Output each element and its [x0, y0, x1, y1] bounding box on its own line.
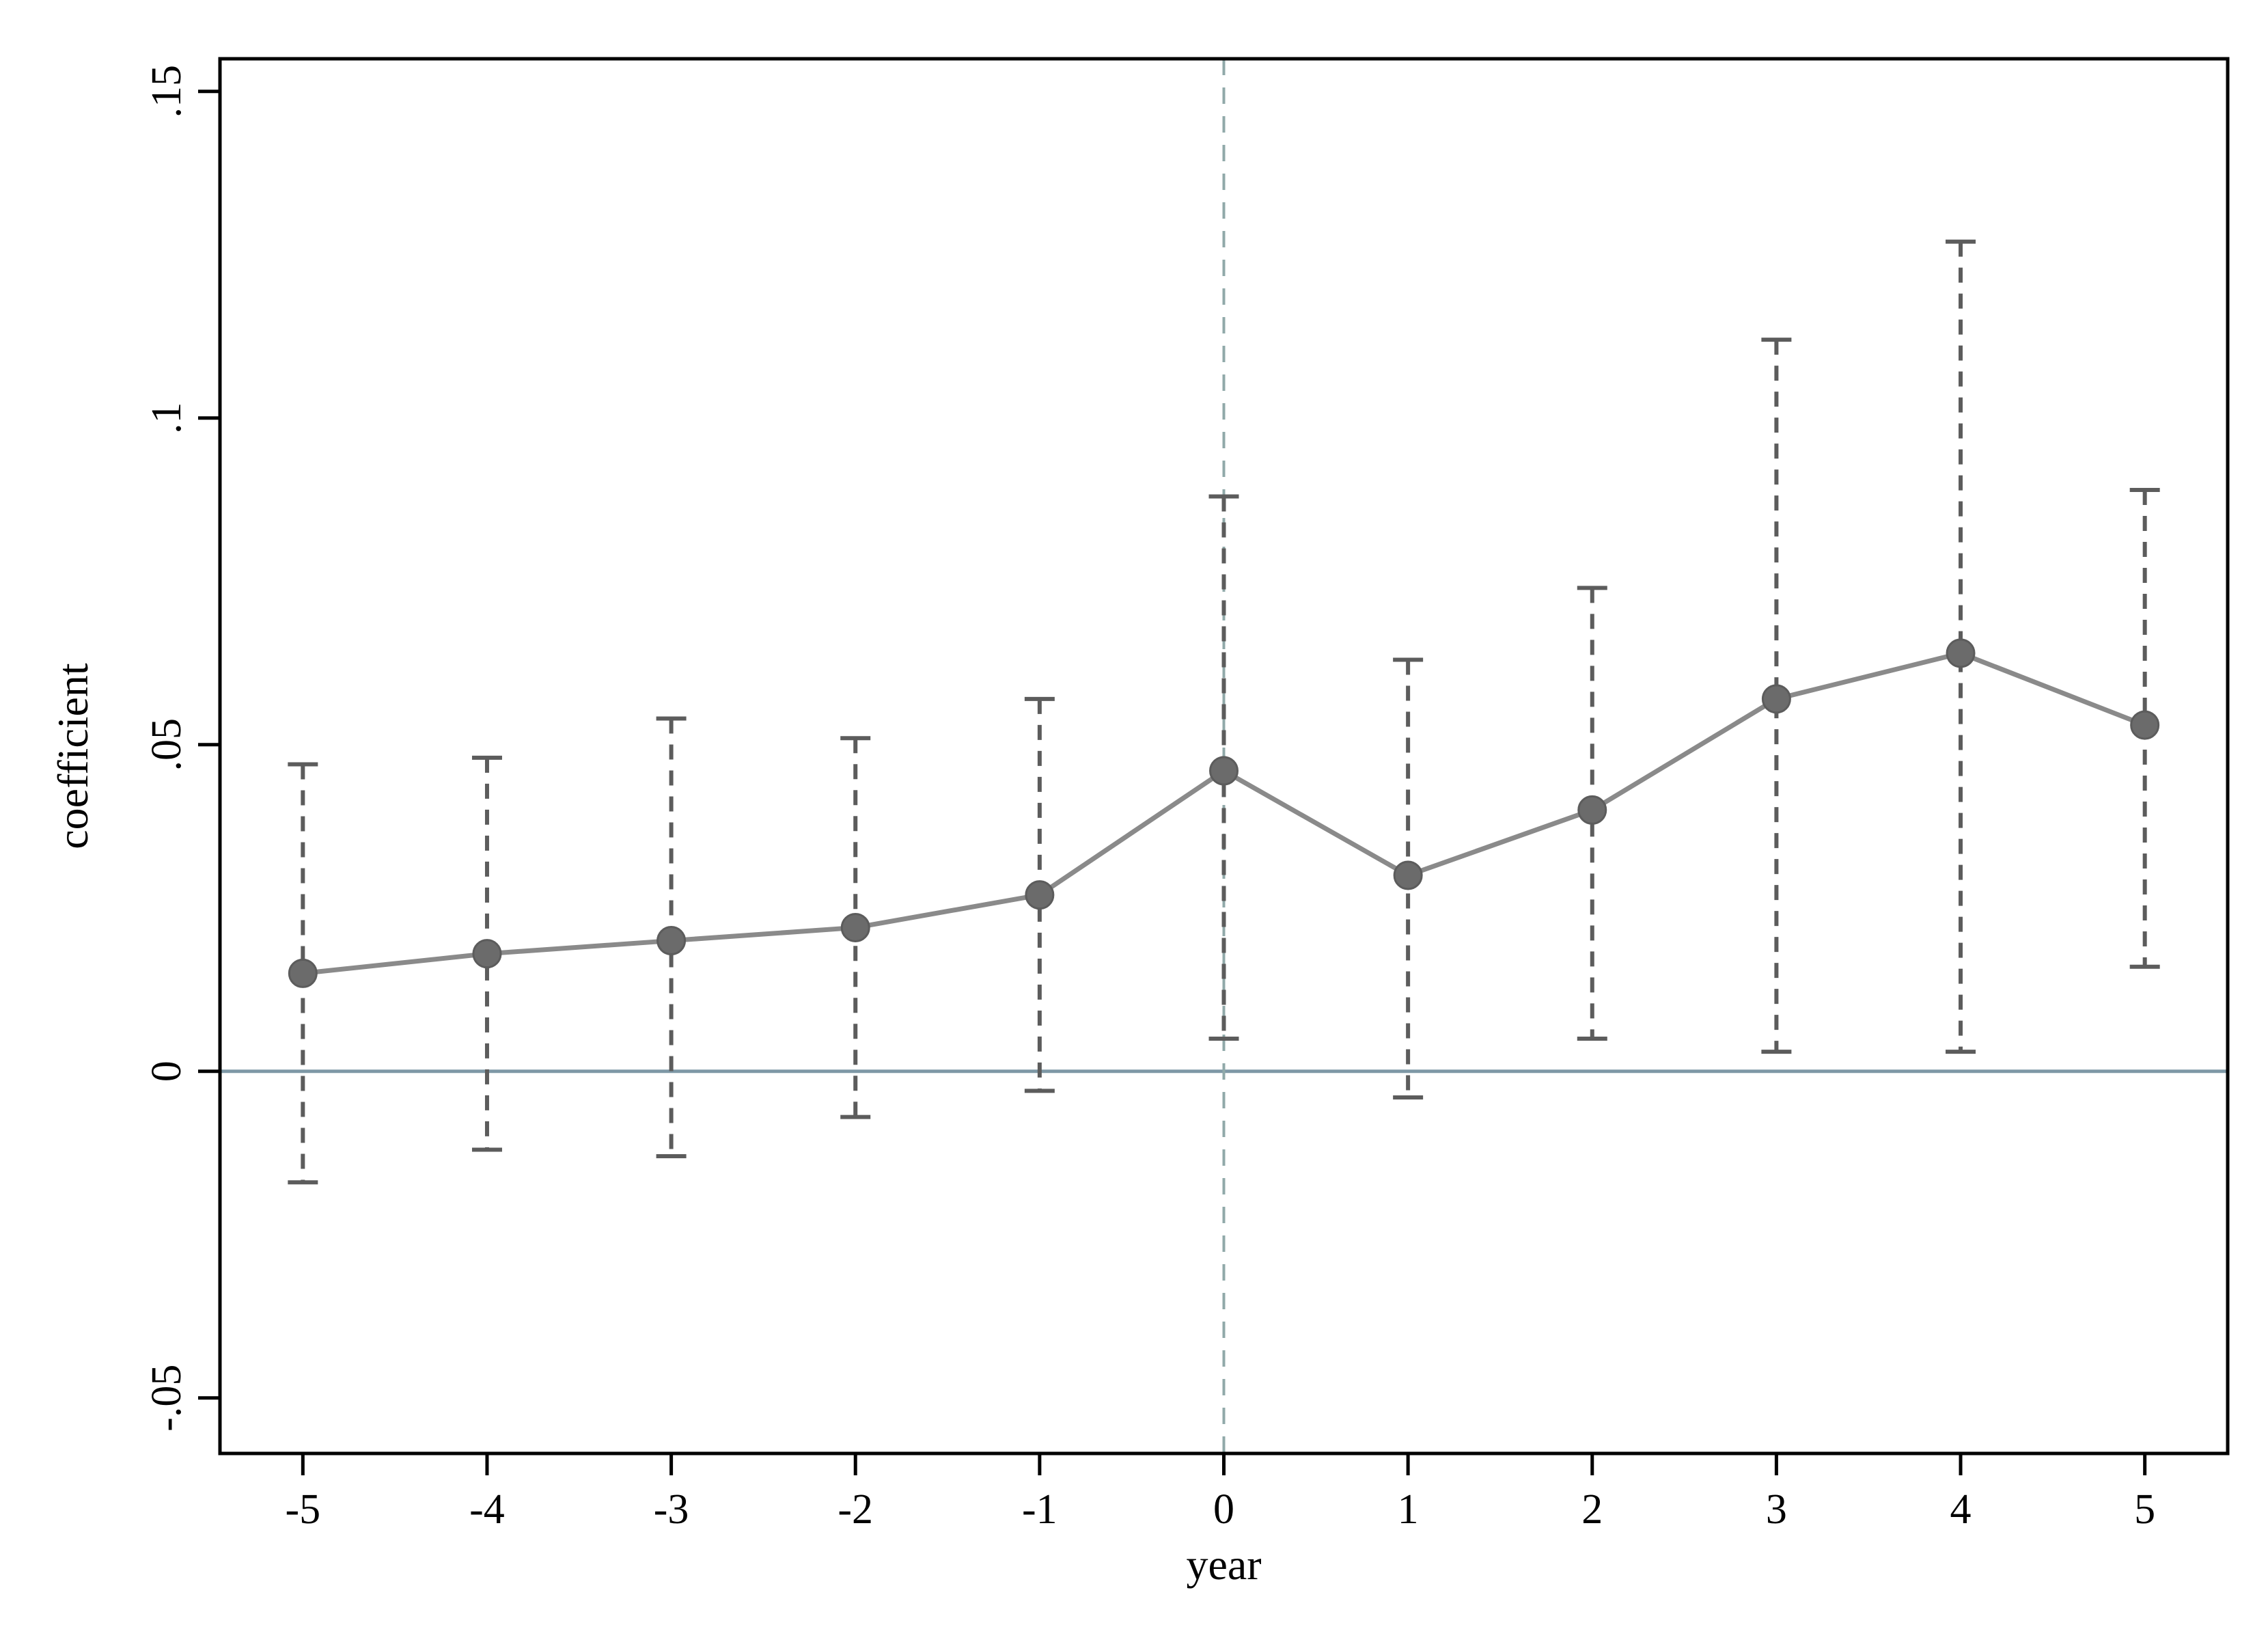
x-tick-label: 1: [1398, 1486, 1419, 1533]
x-tick-label: 4: [1950, 1486, 1972, 1533]
coefficient-marker: [1025, 880, 1055, 910]
y-tick-label: .15: [143, 65, 190, 118]
coefficient-marker: [1946, 638, 1976, 668]
coefficient-marker: [1577, 795, 1607, 825]
x-tick-label: -4: [469, 1486, 505, 1533]
coefficient-marker: [840, 912, 870, 942]
coefficient-marker: [288, 958, 318, 988]
x-tick-label: 2: [1581, 1486, 1603, 1533]
coefficient-marker: [1393, 860, 1423, 890]
coefficient-marker: [656, 926, 687, 956]
y-tick-label: -.05: [143, 1365, 190, 1432]
coefficient-marker: [2130, 710, 2160, 740]
x-tick-label: 3: [1766, 1486, 1787, 1533]
x-tick-label: -2: [838, 1486, 873, 1533]
x-axis-title: year: [1186, 1540, 1261, 1589]
x-tick-label: -5: [286, 1486, 321, 1533]
x-tick-label: 5: [2134, 1486, 2155, 1533]
y-tick-label: .1: [143, 402, 190, 435]
coefficient-marker: [1761, 684, 1791, 714]
y-axis-title: coefficient: [49, 663, 97, 849]
x-tick-label: -3: [654, 1486, 689, 1533]
y-tick-label: .05: [143, 718, 190, 771]
x-tick-label: -1: [1022, 1486, 1057, 1533]
x-tick-label: 0: [1213, 1486, 1234, 1533]
y-tick-label: 0: [143, 1061, 190, 1082]
coefficient-marker: [1209, 756, 1239, 786]
coefficient-marker: [472, 939, 502, 969]
